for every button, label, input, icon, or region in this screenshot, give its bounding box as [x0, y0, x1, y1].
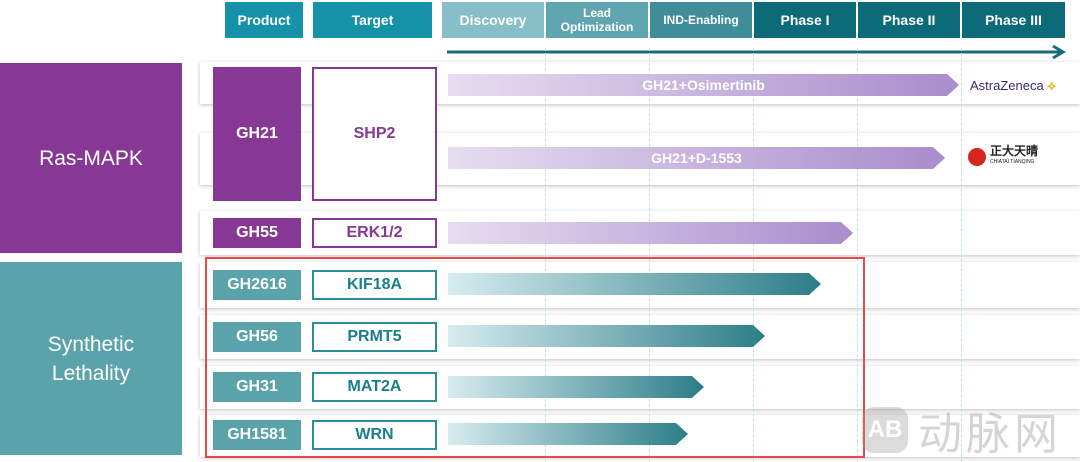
- header-product: Product: [225, 2, 303, 38]
- target-mat2a: MAT2A: [312, 372, 437, 402]
- stage-phase-1: Phase I: [754, 2, 856, 38]
- bar-gh55: [448, 222, 853, 244]
- stage-phase-2: Phase II: [858, 2, 960, 38]
- stage-divider: [961, 48, 962, 462]
- stage-lead-optimization: Lead Optimization: [546, 2, 648, 38]
- bar-gh31: [448, 376, 704, 398]
- bar-gh56: [448, 325, 765, 347]
- target-kif18a: KIF18A: [312, 270, 437, 300]
- bar-gh21-d1553: GH21+D-1553: [448, 147, 945, 169]
- stage-discovery: Discovery: [442, 2, 544, 38]
- partner-chiatai-tianqing-logo: 正大天晴 CHIATAI TIANQING: [968, 145, 1038, 168]
- highlight-box: [205, 257, 865, 458]
- target-erk12: ERK1/2: [312, 218, 437, 248]
- product-gh55: GH55: [213, 218, 301, 248]
- stage-divider: [649, 48, 650, 462]
- bar-gh21-osimertinib: GH21+Osimertinib: [448, 74, 959, 96]
- stage-phase-3: Phase III: [962, 2, 1065, 38]
- bar-gh2616: [448, 273, 821, 295]
- stage-ind-enabling: IND-Enabling: [650, 2, 752, 38]
- product-gh21: GH21: [213, 67, 301, 201]
- watermark: AB 动脉网: [862, 398, 1062, 462]
- category-ras-mapk: Ras-MAPK: [0, 63, 182, 253]
- category-synthetic-lethality: Synthetic Lethality: [0, 262, 182, 455]
- target-wrn: WRN: [312, 420, 437, 450]
- product-gh31: GH31: [213, 372, 301, 402]
- bar-gh1581: [448, 423, 688, 445]
- stage-divider: [753, 48, 754, 462]
- stage-divider: [545, 48, 546, 462]
- target-prmt5: PRMT5: [312, 322, 437, 352]
- product-gh2616: GH2616: [213, 270, 301, 300]
- product-gh1581: GH1581: [213, 420, 301, 450]
- partner-astrazeneca-logo: AstraZeneca ⟡: [970, 78, 1056, 93]
- stage-divider: [857, 48, 858, 462]
- target-shp2: SHP2: [312, 67, 437, 201]
- progress-arrow: [447, 44, 1066, 60]
- header-target: Target: [313, 2, 432, 38]
- product-gh56: GH56: [213, 322, 301, 352]
